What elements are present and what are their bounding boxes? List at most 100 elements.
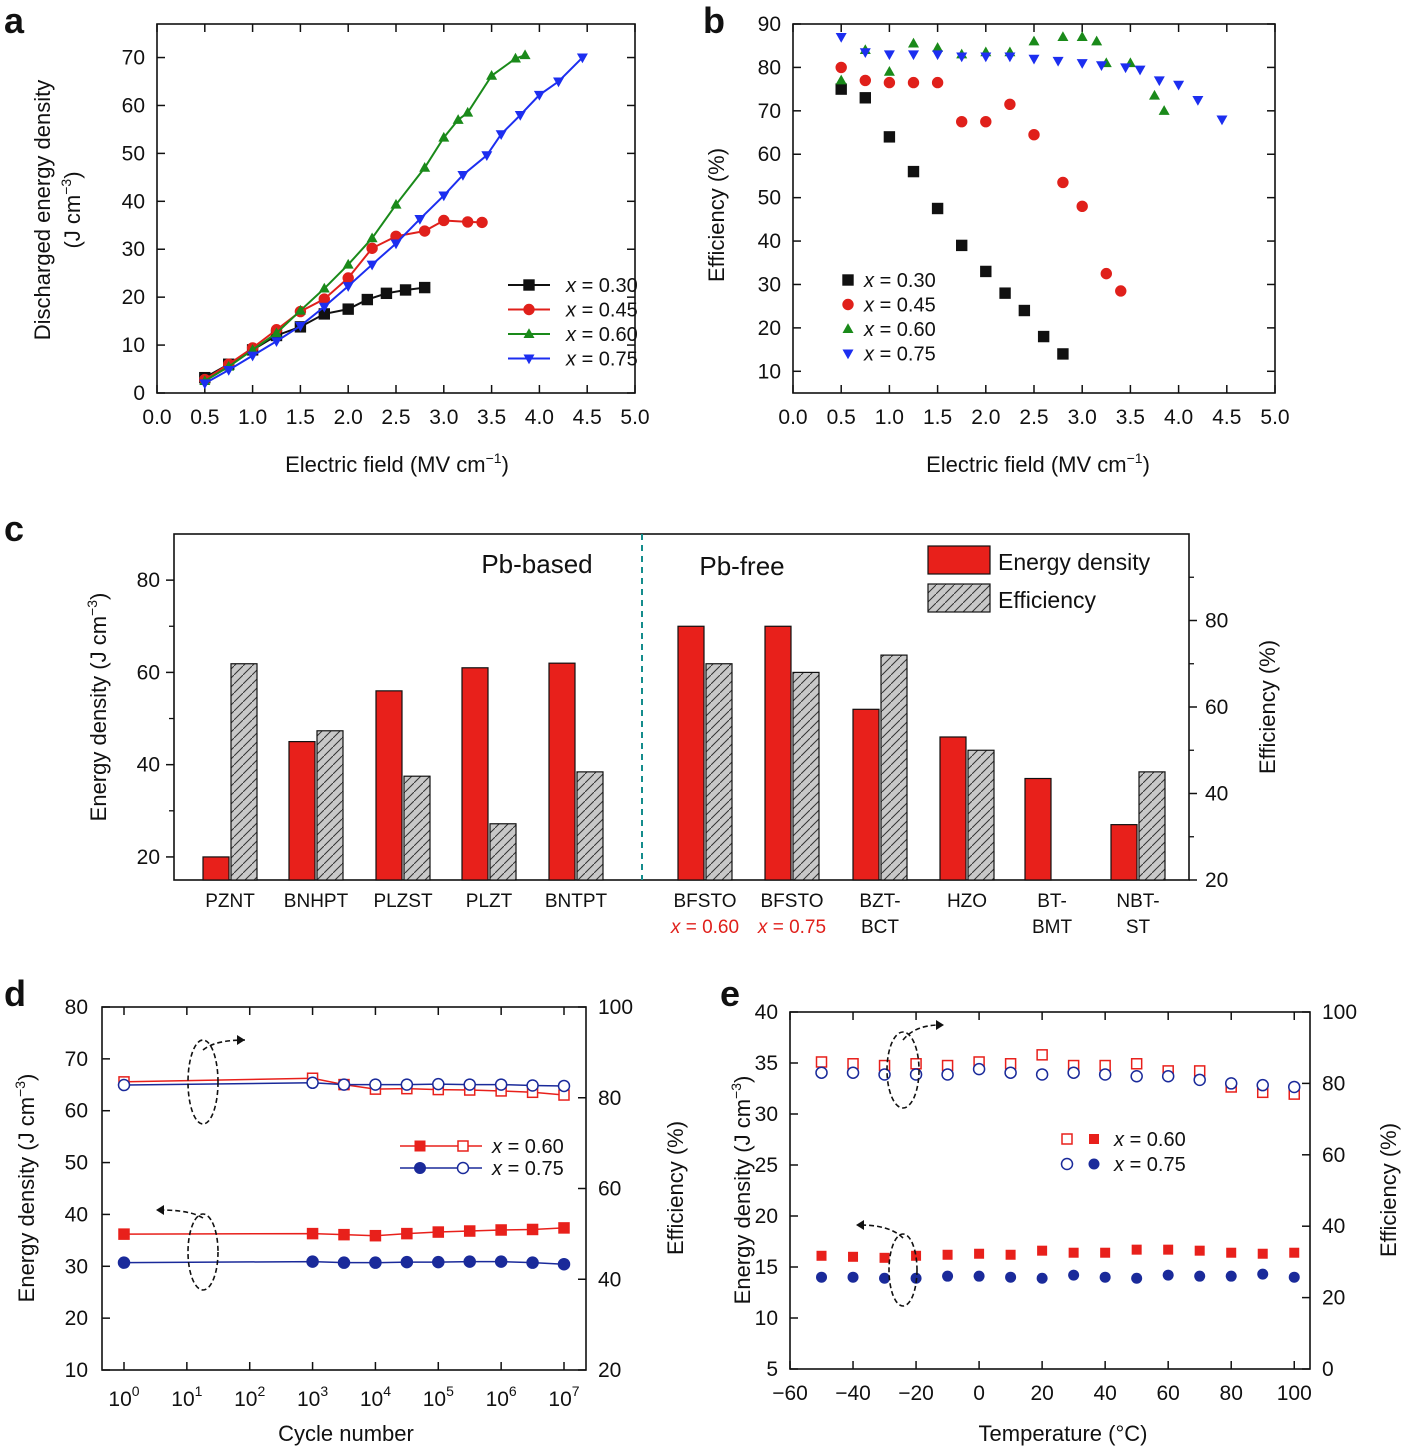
data-point-b-0 [1057, 348, 1069, 360]
data-point-e-energy-075 [973, 1270, 985, 1282]
series-line-a-2 [204, 54, 526, 382]
data-point-d-energy-075 [117, 1256, 131, 1269]
data-point-e-energy-060 [1194, 1245, 1205, 1256]
series-line-a-1 [204, 219, 483, 381]
data-point-e-eff-075 [972, 1062, 986, 1076]
x-tick-label-a: 3.0 [429, 406, 458, 429]
energy-bar [939, 736, 967, 881]
data-point-a-3 [553, 77, 565, 88]
data-point-a-0 [380, 287, 393, 300]
data-point-b-1 [859, 74, 871, 87]
data-point-a-0 [361, 293, 374, 306]
x-tick-label-e: 100 [1277, 1382, 1312, 1405]
y-tick-label-c: 60 [137, 661, 160, 684]
y2-axis-title-e: Efficiency (%) [1376, 1123, 1401, 1257]
data-point-b-0 [1037, 330, 1050, 343]
y-tick-label-e: 5 [766, 1358, 778, 1381]
data-point-d-energy-060 [558, 1222, 570, 1234]
x-tick-label-b: 4.5 [1212, 406, 1241, 429]
legend-label-d: x = 0.75 [491, 1158, 564, 1180]
data-point-b-1 [1115, 285, 1127, 297]
data-point-e-eff-060 [1130, 1058, 1143, 1070]
category-label-line2: x = 0.60 [670, 917, 739, 938]
series-line-d-energy-075 [123, 1260, 565, 1265]
data-point-a-3 [318, 302, 330, 313]
data-point-a-2 [294, 304, 306, 315]
energy-bar [548, 662, 576, 881]
x-tick-label-e: 60 [1157, 1382, 1180, 1405]
category-label: BFSTO [761, 891, 824, 912]
data-point-a-3 [576, 53, 588, 64]
legend-label-b-3: x = 0.75 [863, 344, 936, 366]
data-point-b-0 [907, 165, 920, 178]
data-point-a-3 [514, 111, 526, 121]
data-point-b-1 [931, 76, 944, 89]
arrowhead-left-e [856, 1220, 864, 1230]
y-tick-label-d: 80 [65, 996, 88, 1019]
efficiency-bar [576, 771, 604, 881]
data-point-b-0 [859, 92, 871, 104]
data-point-a-2 [462, 106, 474, 117]
series-line-d-energy-060 [123, 1227, 565, 1237]
data-point-d-energy-060 [463, 1225, 476, 1237]
legend-marker-a-2 [523, 328, 535, 338]
y2-tick-label-e: 20 [1322, 1287, 1345, 1310]
x-tick-label-b: 2.5 [1019, 406, 1048, 429]
data-point-e-energy-060 [879, 1252, 890, 1263]
data-point-e-eff-075 [909, 1068, 923, 1081]
data-point-a-2 [247, 344, 259, 354]
x-axis-title-b: Electric field (MV cm−1) [926, 450, 1150, 477]
data-point-b-0 [956, 239, 968, 252]
data-point-e-eff-075 [1130, 1070, 1143, 1083]
data-point-b-1 [1076, 200, 1088, 213]
x-tick-label-b: 0.0 [778, 406, 807, 429]
data-point-e-energy-060 [816, 1250, 827, 1261]
data-point-e-eff-075 [1161, 1070, 1175, 1083]
efficiency-bar [489, 823, 517, 881]
x-tick-label-d: 101 [171, 1383, 202, 1411]
data-point-e-energy-075 [816, 1271, 828, 1283]
energy-bar [677, 625, 705, 881]
data-point-e-eff-075 [1004, 1066, 1017, 1079]
data-point-d-energy-060 [432, 1226, 445, 1238]
legend-a: x = 0.30 x = 0.45x = 0.60 x = 0.75 [508, 275, 638, 371]
y-axis-title-a-unit: (J cm−3) [58, 171, 85, 248]
y-axis-title-a: Discharged energy density [30, 80, 55, 340]
efficiency-bar [316, 730, 344, 881]
category-label: PZNT [205, 891, 255, 912]
data-point-e-eff-075 [1035, 1068, 1049, 1081]
y-tick-label-e: 40 [755, 1001, 778, 1024]
data-point-a-3 [414, 215, 426, 225]
panel-a: 0.0 0.5 1.0 1.5 2.0 2.5 3.0 3.5 4.0 4.5 5.0 0 10 20 30… [30, 23, 650, 477]
legend-label-b-0: x = 0.30 [863, 270, 936, 292]
energy-bar [764, 625, 792, 881]
panel-letter-c: c [4, 508, 24, 549]
y2-tick-label-e: 60 [1322, 1144, 1345, 1167]
data-point-a-2 [419, 162, 431, 172]
data-point-d-eff-075 [557, 1079, 571, 1093]
data-point-d-energy-060 [401, 1227, 413, 1240]
data-point-d-energy-075 [526, 1256, 539, 1269]
legend-label-e: x = 0.60 [1113, 1129, 1186, 1151]
y2-tick-label-d: 100 [598, 996, 633, 1019]
y-tick-label-a: 30 [122, 238, 145, 261]
data-point-a-3 [223, 365, 235, 376]
data-point-e-eff-075 [1256, 1078, 1269, 1092]
x-tick-label-a: 4.0 [525, 406, 554, 429]
legend-marker-filled-e [1089, 1134, 1099, 1144]
data-point-a-3 [342, 282, 354, 292]
panel-letter-a: a [4, 0, 25, 41]
data-point-e-energy-060 [974, 1248, 985, 1259]
category-label: BNTPT [545, 891, 608, 912]
x-tick-label-e: −60 [772, 1382, 808, 1405]
x-tick-label-b: 3.0 [1068, 406, 1097, 429]
y-tick-label-b: 80 [758, 56, 781, 79]
y2-tick-label-d: 20 [598, 1359, 621, 1382]
data-point-b-1 [980, 115, 992, 128]
energy-bar [375, 690, 403, 881]
data-point-a-2 [452, 114, 464, 124]
category-label: NBT- [1116, 891, 1159, 912]
x-axis-title-e: Temperature (°C) [979, 1421, 1148, 1446]
y2-tick-label-c: 20 [1205, 869, 1228, 892]
legend-e: x = 0.60 x = 0.75 [1060, 1129, 1186, 1176]
